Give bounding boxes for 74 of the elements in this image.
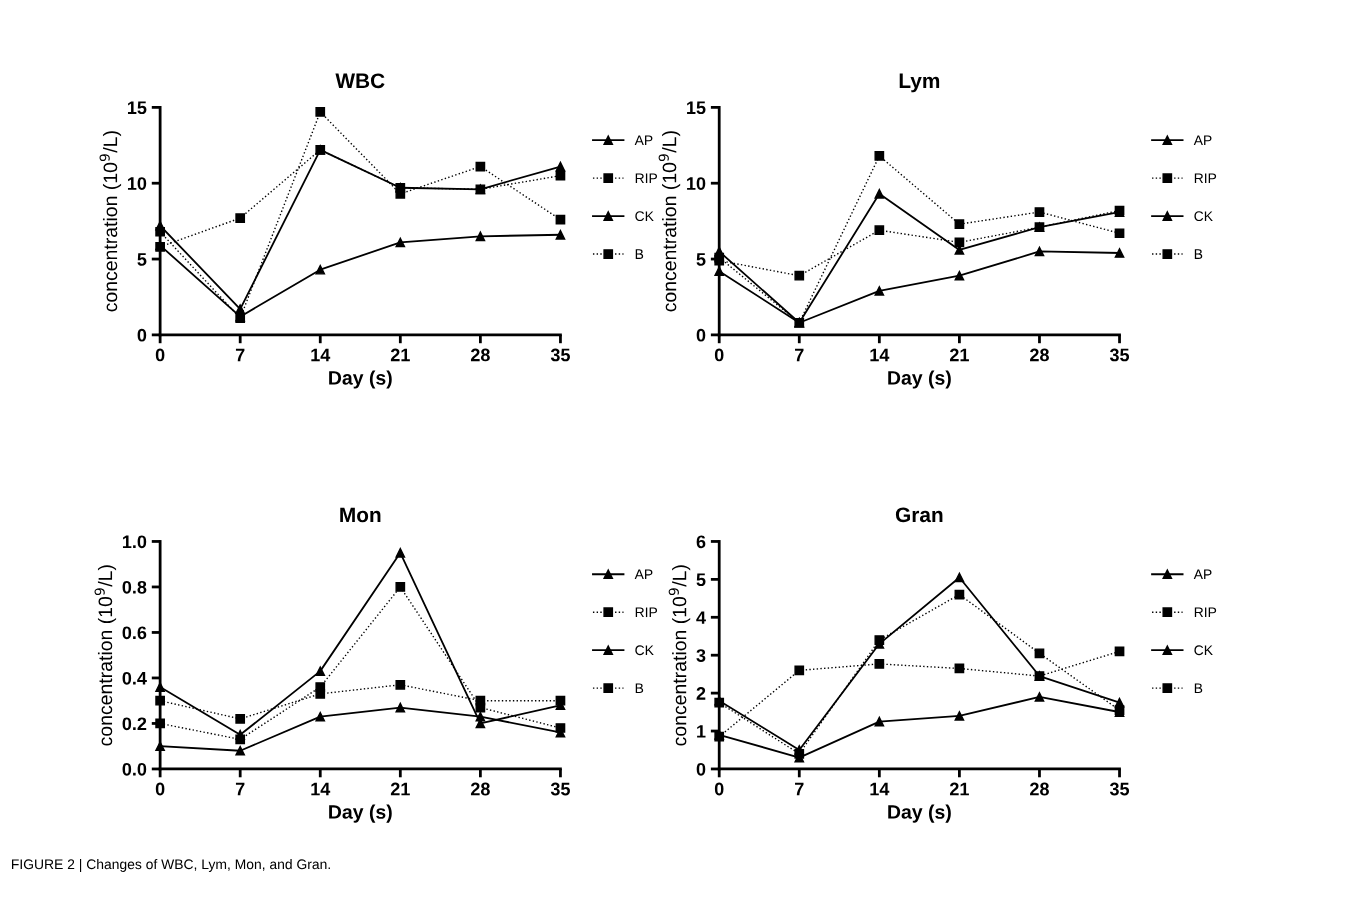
x-tick-label: 35 bbox=[550, 348, 570, 362]
chart-title: Mon bbox=[340, 507, 381, 523]
x-axis-title: Day (s) bbox=[888, 804, 951, 823]
y-tick-label: 10 bbox=[687, 177, 706, 190]
y-tick-label: 10 bbox=[127, 177, 147, 190]
y-axis-title: concentration (10$^{9}$/L) bbox=[668, 565, 691, 746]
legend-label: RIP bbox=[635, 607, 658, 618]
x-tick-label: 14 bbox=[311, 782, 331, 796]
x-tick-label: 7 bbox=[795, 782, 804, 796]
y-tick-label: 0 bbox=[696, 328, 706, 342]
y-tick-label: 0.8 bbox=[122, 580, 147, 594]
x-tick-label: 7 bbox=[235, 782, 245, 796]
y-axis-title: concentration (10$^{9}$/L) bbox=[99, 131, 122, 312]
legend-label: CK bbox=[635, 211, 654, 222]
x-tick-label: 28 bbox=[470, 348, 490, 362]
legend-label: AP bbox=[634, 135, 653, 146]
y-tick-label: 6 bbox=[696, 535, 706, 549]
y-tick-label: 15 bbox=[687, 101, 706, 115]
legend-label: CK bbox=[1194, 211, 1213, 222]
legend-label: RIP bbox=[635, 173, 658, 183]
y-tick-label: 0 bbox=[696, 762, 706, 776]
y-tick-label: 15 bbox=[127, 101, 147, 115]
legend-label: RIP bbox=[1194, 173, 1217, 183]
x-tick-label: 21 bbox=[390, 782, 410, 796]
y-tick-label: 0 bbox=[137, 328, 147, 342]
x-tick-label: 21 bbox=[949, 782, 969, 796]
legend-label: AP bbox=[634, 569, 653, 580]
y-tick-label: 5 bbox=[696, 253, 706, 266]
y-tick-label: 2 bbox=[696, 687, 706, 700]
x-tick-label: 28 bbox=[1030, 348, 1049, 362]
y-tick-label: 0.6 bbox=[122, 626, 147, 640]
legend-label: CK bbox=[635, 645, 654, 656]
x-tick-label: 35 bbox=[1109, 348, 1130, 362]
legend-label: B bbox=[635, 249, 644, 259]
y-tick-label: 0.0 bbox=[122, 762, 147, 776]
y-tick-label: 5 bbox=[696, 573, 706, 587]
caption: FIGURE 2 | Changes of WBC, Lym, Mon, and Gran. bbox=[12, 858, 330, 872]
x-tick-label: 28 bbox=[1030, 782, 1049, 796]
legend-label: RIP bbox=[1194, 607, 1217, 618]
x-tick-label: 14 bbox=[870, 348, 890, 362]
x-tick-label: 35 bbox=[1109, 782, 1130, 796]
y-tick-label: 3 bbox=[696, 649, 706, 662]
x-tick-label: 14 bbox=[870, 782, 890, 796]
x-tick-label: 7 bbox=[235, 348, 245, 362]
legend-label: B bbox=[1194, 683, 1203, 693]
y-tick-label: 0.4 bbox=[122, 671, 147, 685]
legend-label: B bbox=[635, 683, 644, 693]
chart-title: Lym bbox=[899, 73, 940, 93]
y-tick-label: 1 bbox=[697, 725, 706, 738]
chart-title: WBC bbox=[335, 73, 385, 89]
x-axis-title: Day (s) bbox=[888, 370, 951, 389]
y-axis-title: concentration (10$^{9}$/L) bbox=[658, 131, 681, 312]
chart-title: Gran bbox=[895, 507, 943, 523]
x-tick-label: 21 bbox=[390, 348, 410, 362]
x-tick-label: 0 bbox=[155, 782, 165, 796]
x-tick-label: 35 bbox=[550, 782, 570, 796]
y-tick-label: 1.0 bbox=[122, 535, 147, 549]
x-tick-label: 21 bbox=[949, 348, 969, 362]
x-tick-label: 28 bbox=[470, 782, 490, 796]
x-tick-label: 0 bbox=[155, 348, 165, 362]
legend-label: B bbox=[1194, 249, 1203, 259]
x-tick-label: 14 bbox=[311, 348, 331, 362]
y-tick-label: 0.2 bbox=[122, 717, 147, 731]
legend-label: AP bbox=[1193, 135, 1212, 146]
x-tick-label: 0 bbox=[714, 782, 724, 796]
x-tick-label: 7 bbox=[795, 348, 804, 362]
y-axis-title: concentration (10$^{9}$/L) bbox=[94, 565, 117, 746]
y-tick-label: 5 bbox=[137, 253, 147, 266]
y-tick-label: 4 bbox=[696, 611, 706, 624]
legend-label: CK bbox=[1194, 645, 1213, 656]
x-axis-title: Day (s) bbox=[329, 804, 392, 823]
legend-label: AP bbox=[1193, 569, 1212, 580]
x-axis-title: Day (s) bbox=[329, 370, 392, 389]
x-tick-label: 0 bbox=[714, 348, 724, 362]
